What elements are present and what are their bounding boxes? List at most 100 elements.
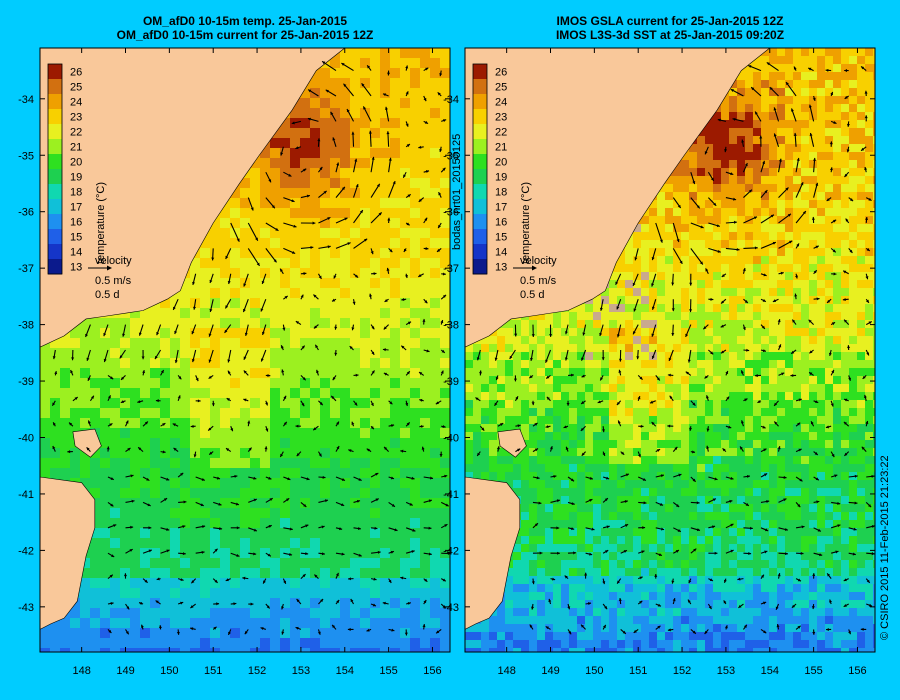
arrow-icon <box>849 249 853 253</box>
arrow-icon <box>618 369 622 373</box>
arrow-icon <box>211 257 215 261</box>
arrow-icon <box>808 104 812 108</box>
arrow-icon <box>633 331 636 335</box>
arrow-icon <box>263 580 266 584</box>
right-colorbar-tick: 16 <box>495 217 507 229</box>
arrow-icon <box>764 550 768 554</box>
arrow-icon <box>392 181 396 185</box>
arrow-icon <box>671 332 675 336</box>
arrow-icon <box>852 552 856 556</box>
arrow-icon <box>442 578 446 582</box>
arrow-icon <box>632 282 636 286</box>
arrow-icon <box>692 450 696 454</box>
arrow-icon <box>313 294 317 298</box>
arrow-icon <box>347 242 351 246</box>
arrow-icon <box>704 630 708 634</box>
left-lat-tick: -38 <box>18 320 34 332</box>
arrow-icon <box>864 115 868 119</box>
arrow-icon <box>789 240 793 244</box>
left-colorbar-tick: 22 <box>70 127 82 139</box>
arrow-icon <box>844 319 848 323</box>
left-colorbar-tick: 26 <box>70 67 82 79</box>
left-colorbar-tick: 24 <box>70 97 82 109</box>
arrow-icon <box>315 344 319 348</box>
arrow-icon <box>273 259 277 263</box>
arrow-icon <box>244 332 248 336</box>
arrow-icon <box>531 334 535 337</box>
arrow-icon <box>668 357 672 361</box>
arrow-icon <box>253 552 257 556</box>
right-lat-tick: -34 <box>443 94 459 106</box>
arrow-icon <box>710 351 714 355</box>
arrow-icon <box>214 548 218 552</box>
arrow-icon <box>711 525 716 529</box>
arrow-icon <box>173 447 177 451</box>
arrow-icon <box>860 627 864 631</box>
arrow-icon <box>793 66 797 70</box>
arrow-icon <box>54 371 58 375</box>
arrow-icon <box>847 345 851 349</box>
arrow-icon <box>86 357 90 361</box>
arrow-icon <box>762 601 767 605</box>
arrow-icon <box>411 550 415 554</box>
arrow-icon <box>209 451 213 455</box>
arrow-icon <box>307 117 312 121</box>
arrow-icon <box>660 474 664 478</box>
arrow-icon <box>281 345 284 349</box>
arrow-icon <box>781 372 785 376</box>
arrow-icon <box>689 282 693 286</box>
arrow-icon <box>110 601 114 605</box>
arrow-icon <box>424 120 429 124</box>
arrow-icon <box>769 87 773 91</box>
arrow-icon <box>829 167 833 171</box>
arrow-icon <box>154 355 158 360</box>
arrow-icon <box>351 327 355 331</box>
arrow-icon <box>835 550 839 554</box>
arrow-icon <box>866 299 869 303</box>
arrow-icon <box>762 160 766 164</box>
arrow-icon <box>810 421 814 425</box>
arrow-icon <box>437 248 441 252</box>
arrow-icon <box>751 87 755 91</box>
arrow-icon <box>624 524 629 527</box>
arrow-icon <box>370 426 374 430</box>
arrow-icon <box>775 606 779 610</box>
arrow-icon <box>442 272 446 276</box>
arrow-icon <box>317 631 321 635</box>
arrow-icon <box>193 454 197 458</box>
arrow-icon <box>605 476 610 480</box>
right-lat-tick: -41 <box>443 489 459 501</box>
arrow-icon <box>651 256 655 261</box>
right-colorbar-tick: 17 <box>495 202 507 214</box>
arrow-icon <box>125 420 129 424</box>
arrow-icon <box>762 425 766 429</box>
left-tasmania <box>39 476 96 630</box>
arrow-icon <box>844 69 848 73</box>
arrow-icon <box>336 600 340 604</box>
arrow-icon <box>785 552 788 556</box>
arrow-icon <box>177 395 181 399</box>
arrow-icon <box>529 624 533 628</box>
arrow-icon <box>513 378 517 382</box>
arrow-icon <box>604 498 608 502</box>
arrow-icon <box>796 243 800 247</box>
arrow-icon <box>190 605 194 609</box>
arrow-icon <box>868 321 872 325</box>
arrow-icon <box>209 279 213 283</box>
arrow-icon <box>671 580 675 584</box>
arrow-icon <box>322 61 326 65</box>
arrow-icon <box>295 424 299 428</box>
arrow-icon <box>817 528 821 532</box>
arrow-icon <box>268 179 272 183</box>
arrow-icon <box>815 400 819 404</box>
arrow-icon <box>182 552 186 556</box>
arrow-icon <box>308 89 312 93</box>
arrow-icon <box>563 425 567 429</box>
arrow-icon <box>815 182 819 186</box>
arrow-icon <box>243 398 247 402</box>
arrow-icon <box>303 168 307 172</box>
arrow-icon <box>494 357 498 361</box>
arrow-icon <box>676 504 680 507</box>
arrow-icon <box>295 146 299 150</box>
arrow-icon <box>228 631 231 635</box>
